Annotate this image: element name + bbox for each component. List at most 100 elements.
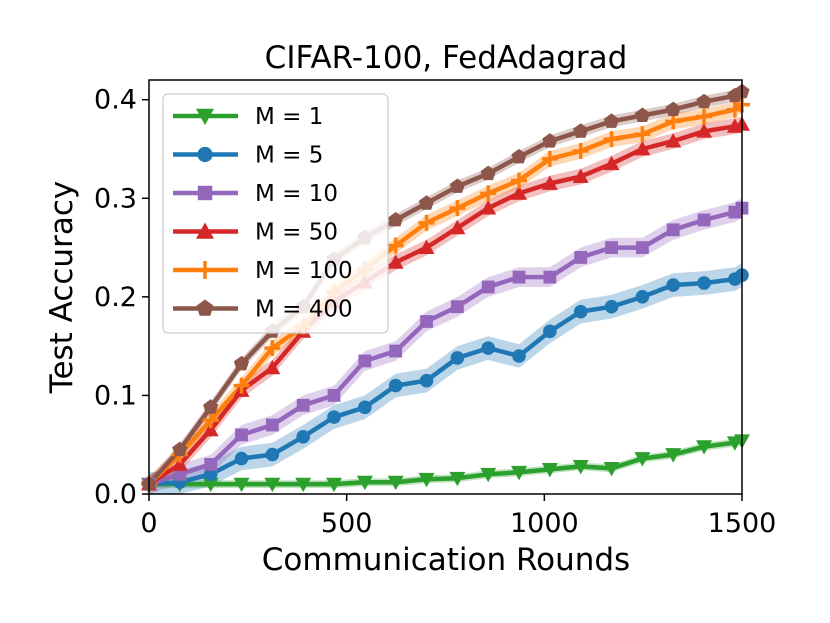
point-series-4-17 [665, 113, 682, 130]
point-series-3-14 [572, 168, 589, 183]
point-series-0-10 [449, 471, 466, 487]
point-series-1-16 [635, 290, 650, 304]
point-series-1-14 [573, 304, 588, 319]
point-series-3-13 [541, 175, 558, 190]
legend-label: M = 50 [255, 220, 338, 246]
point-series-4-14 [572, 142, 589, 159]
point-series-5-11 [480, 165, 496, 181]
legend-marker [196, 108, 214, 125]
point-series-1-18 [697, 276, 711, 290]
point-series-0-11 [480, 467, 497, 483]
point-series-3-16 [634, 141, 651, 156]
point-series-1-12 [512, 349, 526, 363]
point-series-0-12 [511, 465, 528, 481]
point-series-4-18 [696, 108, 713, 125]
point-series-5-17 [665, 101, 681, 116]
point-series-2-12 [512, 270, 526, 284]
point-series-5-12 [511, 148, 527, 164]
point-series-0-14 [572, 460, 589, 475]
point-series-0-9 [418, 472, 435, 488]
point-series-2-15 [605, 241, 618, 254]
point-series-2-10 [450, 300, 464, 314]
point-series-0-6 [326, 477, 343, 493]
legend-label: M = 100 [255, 258, 353, 284]
point-series-1-7 [358, 400, 372, 415]
point-series-1-10 [450, 351, 465, 365]
point-series-4-12 [511, 172, 528, 189]
point-series-5-13 [542, 133, 558, 148]
point-series-0-7 [356, 475, 373, 491]
point-series-1-11 [481, 341, 495, 355]
point-series-5-16 [634, 107, 650, 122]
point-series-3-10 [449, 219, 466, 235]
y-axis-label: Test Accuracy [44, 181, 80, 394]
point-series-4-3 [233, 377, 250, 394]
point-series-4-8 [387, 237, 404, 254]
point-series-0-16 [634, 452, 651, 467]
legend-label: M = 10 [255, 181, 338, 207]
point-series-1-3 [234, 451, 249, 466]
point-series-0-8 [387, 475, 404, 491]
point-series-1-6 [327, 410, 341, 424]
x-tick-label: 1500 [708, 508, 777, 539]
x-tick-label: 1000 [510, 508, 579, 539]
point-series-5-3 [233, 355, 250, 371]
point-series-3-8 [387, 254, 404, 269]
x-axis-label: Communication Rounds [262, 542, 630, 578]
point-series-3-12 [511, 185, 528, 200]
point-series-5-1 [172, 441, 188, 457]
point-series-4-15 [603, 131, 620, 148]
point-series-3-18 [696, 123, 713, 138]
point-series-0-18 [696, 440, 713, 455]
point-series-0-2 [202, 477, 219, 493]
point-series-2-13 [543, 270, 557, 284]
point-series-5-10 [449, 178, 465, 193]
point-series-1-13 [543, 324, 557, 339]
point-series-3-4 [264, 359, 281, 375]
point-series-4-16 [634, 126, 651, 143]
point-series-2-18 [697, 213, 711, 227]
point-series-5-15 [603, 113, 620, 128]
y-axis-ticks: 0.0 0.1 0.2 0.3 0.4 [94, 85, 149, 510]
point-series-2-9 [420, 315, 433, 328]
point-series-0-13 [541, 462, 558, 478]
point-series-2-8 [389, 344, 403, 358]
point-series-2-14 [574, 251, 588, 264]
point-series-1-5 [296, 430, 310, 444]
point-series-3-15 [603, 155, 620, 171]
point-series-5-2 [203, 399, 219, 414]
y-tick-label: 0.3 [94, 183, 137, 214]
point-series-2-16 [635, 241, 649, 254]
point-series-0-5 [295, 477, 312, 493]
point-series-1-9 [419, 373, 434, 388]
chart-title: CIFAR-100, FedAdagrad [265, 40, 628, 76]
point-series-5-18 [696, 93, 712, 109]
point-series-1-4 [265, 447, 280, 462]
point-series-0-4 [264, 477, 281, 493]
legend: M = 1 M = 5 M = 10 M = 50 M = 100 M = 400 [162, 93, 389, 334]
y-tick-label: 0.0 [94, 479, 137, 510]
x-tick-label: 500 [321, 508, 373, 539]
point-series-4-11 [480, 185, 497, 202]
legend-label: M = 1 [255, 104, 323, 130]
point-series-1-17 [666, 278, 681, 292]
point-series-2-4 [265, 418, 279, 432]
x-tick-label: 0 [140, 508, 157, 539]
y-tick-label: 0.4 [94, 85, 137, 116]
point-series-4-2 [202, 412, 219, 429]
point-series-5-8 [388, 212, 404, 227]
legend-marker [196, 261, 214, 279]
point-series-4-10 [449, 200, 466, 217]
point-series-2-7 [358, 354, 372, 368]
legend-marker [197, 146, 213, 163]
point-series-1-8 [388, 378, 403, 393]
legend-marker [196, 299, 214, 316]
point-series-5-14 [573, 123, 589, 138]
point-series-2-6 [327, 389, 341, 402]
point-series-3-1 [171, 456, 188, 471]
point-series-2-5 [296, 398, 310, 412]
point-series-5-9 [418, 195, 435, 210]
legend-label: M = 5 [255, 143, 323, 169]
y-tick-label: 0.2 [94, 282, 137, 313]
